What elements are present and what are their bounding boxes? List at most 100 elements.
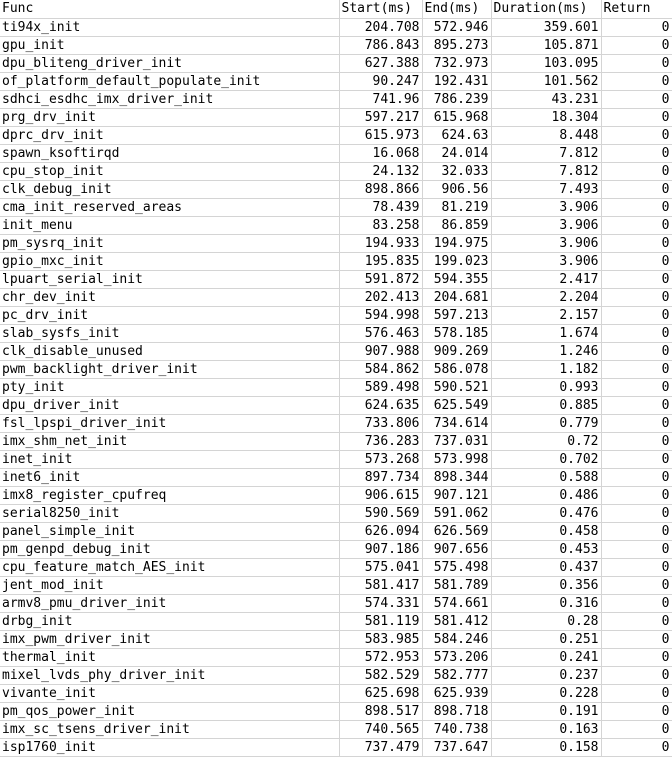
cell-func[interactable]: serial8250_init (0, 504, 340, 523)
cell-func[interactable]: slab_sysfs_init (0, 324, 340, 343)
cell-duration[interactable]: 105.871 (491, 36, 602, 55)
cell-start[interactable]: 581.417 (339, 576, 423, 595)
cell-start[interactable]: 78.439 (339, 198, 423, 217)
cell-func[interactable]: prg_drv_init (0, 108, 340, 127)
cell-return[interactable]: 0 (601, 54, 672, 73)
cell-return[interactable]: 0 (601, 18, 672, 37)
cell-start[interactable]: 906.615 (339, 486, 423, 505)
cell-end[interactable]: 199.023 (422, 252, 492, 271)
cell-end[interactable]: 573.998 (422, 450, 492, 469)
cell-duration[interactable]: 103.095 (491, 54, 602, 73)
cell-return[interactable]: 0 (601, 702, 672, 721)
cell-start[interactable]: 907.186 (339, 540, 423, 559)
cell-return[interactable]: 0 (601, 486, 672, 505)
cell-func[interactable]: armv8_pmu_driver_init (0, 594, 340, 613)
cell-end[interactable]: 573.206 (422, 648, 492, 667)
cell-start[interactable]: 16.068 (339, 144, 423, 163)
cell-end[interactable]: 895.273 (422, 36, 492, 55)
cell-end[interactable]: 737.647 (422, 738, 492, 757)
cell-return[interactable]: 0 (601, 396, 672, 415)
cell-func[interactable]: pc_drv_init (0, 306, 340, 325)
cell-return[interactable]: 0 (601, 378, 672, 397)
cell-func[interactable]: clk_debug_init (0, 180, 340, 199)
cell-func[interactable]: imx_shm_net_init (0, 432, 340, 451)
cell-end[interactable]: 626.569 (422, 522, 492, 541)
cell-duration[interactable]: 0.779 (491, 414, 602, 433)
cell-start[interactable]: 733.806 (339, 414, 423, 433)
cell-func[interactable]: imx_sc_tsens_driver_init (0, 720, 340, 739)
cell-start[interactable]: 736.283 (339, 432, 423, 451)
cell-func[interactable]: inet_init (0, 450, 340, 469)
cell-func[interactable]: imx8_register_cpufreq (0, 486, 340, 505)
cell-func[interactable]: dpu_bliteng_driver_init (0, 54, 340, 73)
cell-start[interactable]: 898.517 (339, 702, 423, 721)
cell-func[interactable]: inet6_init (0, 468, 340, 487)
cell-return[interactable]: 0 (601, 432, 672, 451)
cell-duration[interactable]: 0.72 (491, 432, 602, 451)
cell-func[interactable]: jent_mod_init (0, 576, 340, 595)
cell-end[interactable]: 194.975 (422, 234, 492, 253)
cell-func[interactable]: pwm_backlight_driver_init (0, 360, 340, 379)
cell-end[interactable]: 574.661 (422, 594, 492, 613)
cell-return[interactable]: 0 (601, 720, 672, 739)
cell-start[interactable]: 575.041 (339, 558, 423, 577)
cell-start[interactable]: 615.973 (339, 126, 423, 145)
cell-duration[interactable]: 3.906 (491, 216, 602, 235)
cell-start[interactable]: 626.094 (339, 522, 423, 541)
cell-end[interactable]: 625.939 (422, 684, 492, 703)
cell-start[interactable]: 90.247 (339, 72, 423, 91)
cell-start[interactable]: 624.635 (339, 396, 423, 415)
cell-func[interactable]: imx_pwm_driver_init (0, 630, 340, 649)
cell-duration[interactable]: 0.191 (491, 702, 602, 721)
cell-return[interactable]: 0 (601, 36, 672, 55)
cell-start[interactable]: 594.998 (339, 306, 423, 325)
cell-func[interactable]: gpu_init (0, 36, 340, 55)
cell-return[interactable]: 0 (601, 612, 672, 631)
cell-duration[interactable]: 0.228 (491, 684, 602, 703)
cell-func[interactable]: gpio_mxc_init (0, 252, 340, 271)
cell-return[interactable]: 0 (601, 180, 672, 199)
cell-start[interactable]: 83.258 (339, 216, 423, 235)
cell-return[interactable]: 0 (601, 342, 672, 361)
cell-return[interactable]: 0 (601, 522, 672, 541)
cell-func[interactable]: pm_sysrq_init (0, 234, 340, 253)
cell-end[interactable]: 907.656 (422, 540, 492, 559)
cell-func[interactable]: of_platform_default_populate_init (0, 72, 340, 91)
cell-end[interactable]: 81.219 (422, 198, 492, 217)
cell-end[interactable]: 586.078 (422, 360, 492, 379)
cell-end[interactable]: 581.412 (422, 612, 492, 631)
cell-duration[interactable]: 8.448 (491, 126, 602, 145)
cell-start[interactable]: 897.734 (339, 468, 423, 487)
cell-func[interactable]: mixel_lvds_phy_driver_init (0, 666, 340, 685)
cell-return[interactable]: 0 (601, 648, 672, 667)
cell-duration[interactable]: 101.562 (491, 72, 602, 91)
cell-duration[interactable]: 0.885 (491, 396, 602, 415)
cell-start[interactable]: 786.843 (339, 36, 423, 55)
cell-return[interactable]: 0 (601, 684, 672, 703)
cell-duration[interactable]: 0.316 (491, 594, 602, 613)
header-return[interactable]: Return (601, 0, 672, 19)
cell-start[interactable]: 583.985 (339, 630, 423, 649)
cell-start[interactable]: 590.569 (339, 504, 423, 523)
cell-return[interactable]: 0 (601, 504, 672, 523)
cell-duration[interactable]: 18.304 (491, 108, 602, 127)
cell-return[interactable]: 0 (601, 414, 672, 433)
cell-return[interactable]: 0 (601, 558, 672, 577)
cell-func[interactable]: fsl_lpspi_driver_init (0, 414, 340, 433)
cell-end[interactable]: 907.121 (422, 486, 492, 505)
cell-start[interactable]: 576.463 (339, 324, 423, 343)
header-duration[interactable]: Duration(ms) (491, 0, 602, 19)
cell-func[interactable]: ti94x_init (0, 18, 340, 37)
cell-return[interactable]: 0 (601, 468, 672, 487)
cell-duration[interactable]: 7.493 (491, 180, 602, 199)
cell-return[interactable]: 0 (601, 252, 672, 271)
cell-end[interactable]: 737.031 (422, 432, 492, 451)
cell-duration[interactable]: 0.993 (491, 378, 602, 397)
cell-func[interactable]: chr_dev_init (0, 288, 340, 307)
cell-func[interactable]: cpu_feature_match_AES_init (0, 558, 340, 577)
cell-end[interactable]: 597.213 (422, 306, 492, 325)
cell-duration[interactable]: 3.906 (491, 252, 602, 271)
cell-end[interactable]: 906.56 (422, 180, 492, 199)
cell-return[interactable]: 0 (601, 234, 672, 253)
cell-end[interactable]: 575.498 (422, 558, 492, 577)
